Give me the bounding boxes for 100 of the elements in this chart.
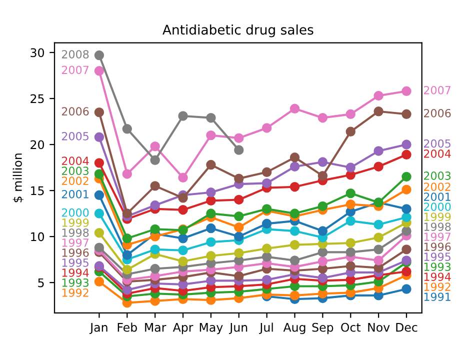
point [122,264,132,275]
point [178,234,188,244]
point [402,204,412,214]
point [374,106,384,116]
point [318,273,328,283]
text: 1992 [424,282,450,291]
x-tick-label: Sep [312,322,334,334]
point [122,285,132,295]
point [178,172,188,183]
point [122,250,132,260]
series-label: 1995 [62,258,88,267]
point [94,132,104,142]
y-tick-label: 15 [31,186,44,196]
point [346,188,356,198]
x-tick-label: Jun [229,323,248,334]
point [150,142,160,152]
point [94,169,104,179]
point [206,130,216,140]
point [262,244,272,254]
point [402,140,412,150]
point [346,261,356,271]
point [94,276,104,287]
point [206,276,216,286]
point [318,157,328,167]
text: 2004 [424,149,451,158]
point [402,244,412,254]
point [346,162,356,172]
point [234,232,244,242]
text: 1997 [424,232,450,241]
point [318,112,328,123]
y-tick-label: 25 [30,94,44,104]
y-tick-label: 10 [31,232,44,242]
point [206,237,216,247]
point [374,244,384,254]
point [206,208,216,218]
text: 1995 [424,252,450,261]
point [94,107,104,118]
point [374,162,384,172]
series-label: 1991 [424,292,450,301]
x-tick-label: Nov [368,323,390,332]
x-tick-label: Oct [341,322,361,332]
x-tick-label: Feb [118,322,137,332]
point [346,199,356,210]
point [374,232,384,242]
series-label: 2003 [62,166,89,176]
y-axis-title: $ million [12,154,24,202]
point [374,220,384,230]
point [234,271,244,281]
point [402,266,412,276]
point [262,252,272,262]
series-label: 2001 [62,190,88,198]
point [346,238,356,248]
point [374,256,384,266]
x-tick-label: Dec [396,323,418,332]
point [122,124,132,134]
series-label: 1998 [62,228,89,237]
point [290,290,300,300]
point [290,104,300,114]
point [150,224,160,234]
point [122,169,132,179]
point [206,251,216,261]
point [94,208,104,218]
point [318,256,328,266]
point [262,274,272,285]
series-label: 1999 [62,218,89,227]
text: 2001 [424,192,450,201]
text: 2006 [424,108,451,118]
point [234,248,244,258]
point [234,133,244,143]
text: 1999 [424,212,451,221]
point [150,155,160,166]
point [206,188,216,198]
series-label: 1992 [62,288,88,297]
point [178,256,188,266]
text: 2003 [424,172,451,180]
x-tick-label: Mar [145,323,166,332]
point [318,226,328,236]
text: 2007 [424,86,450,94]
point [290,256,300,266]
point [402,172,412,182]
point [150,264,160,274]
point [94,50,104,60]
point [206,223,216,234]
x-tick-label: May [200,323,223,334]
point [318,247,328,258]
point [290,152,300,162]
point [150,200,160,210]
text: 2002 [424,182,450,191]
text: 1996 [424,242,451,251]
text: 1998 [424,222,451,231]
series-label: 1997 [62,238,88,247]
point [402,109,412,120]
point [318,201,328,212]
point [346,216,356,226]
point [262,167,272,177]
point [178,111,188,121]
point [122,208,132,218]
point [206,112,216,123]
point [206,196,216,206]
point [402,150,412,160]
